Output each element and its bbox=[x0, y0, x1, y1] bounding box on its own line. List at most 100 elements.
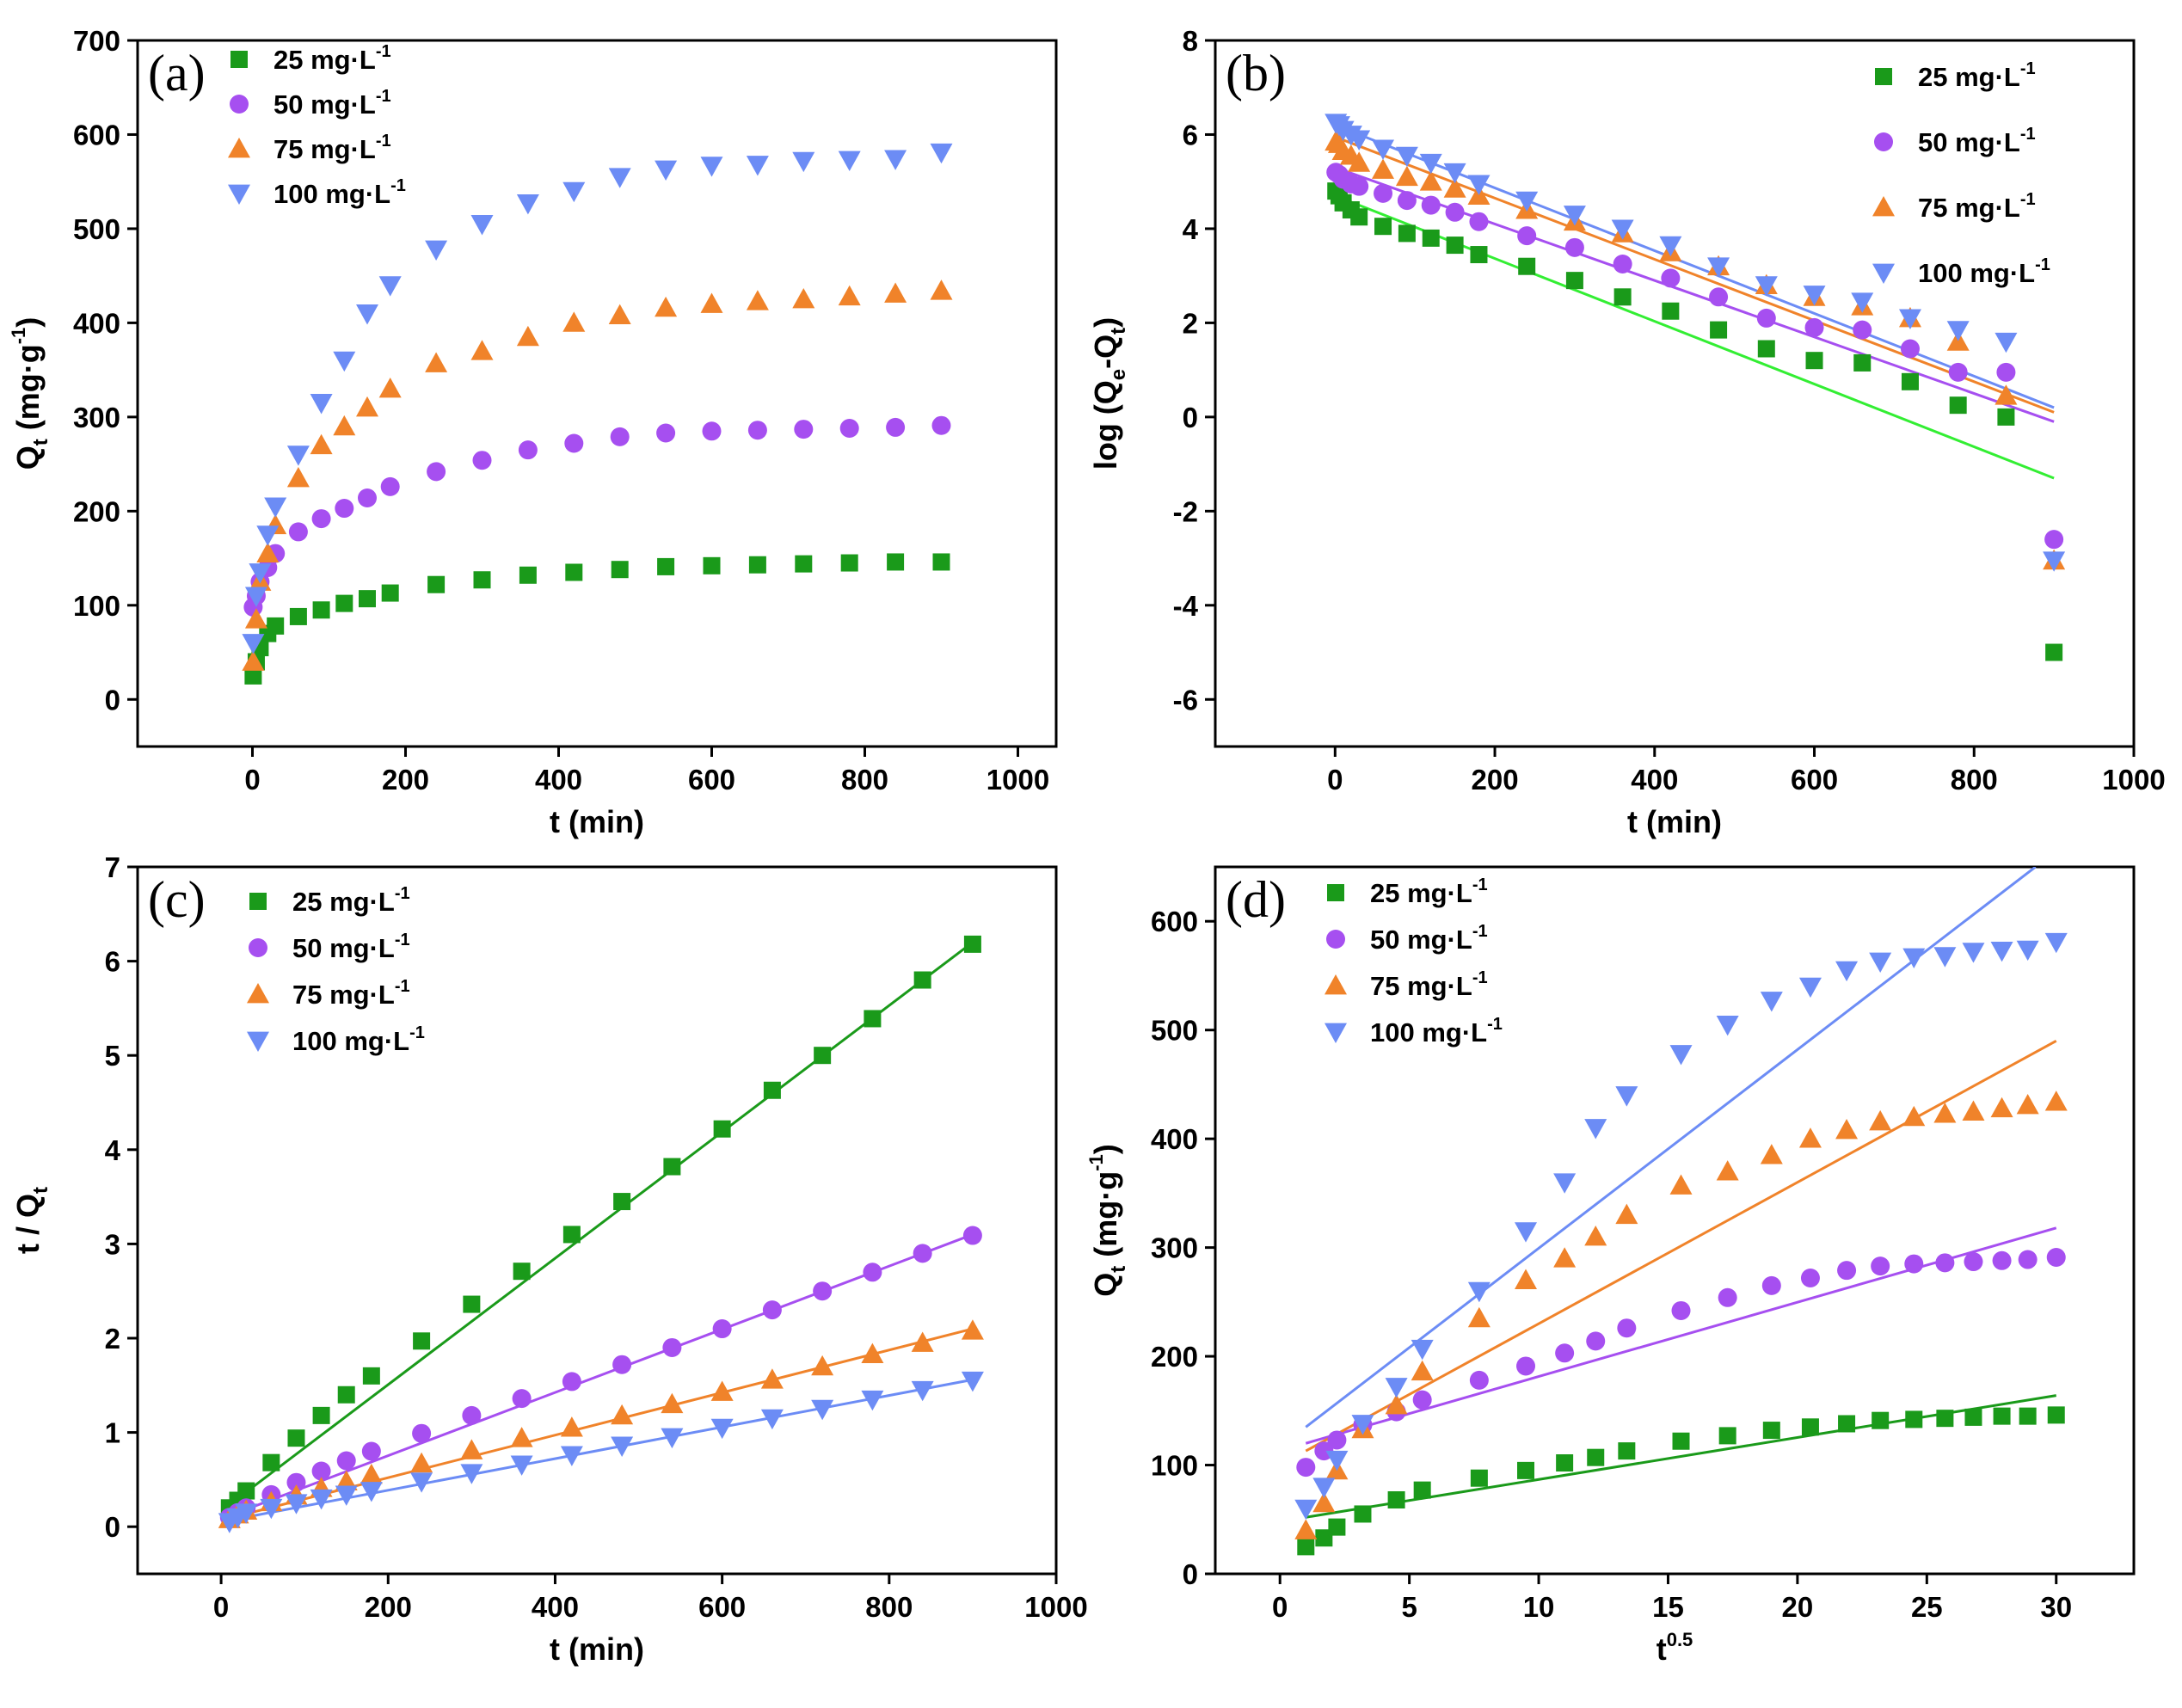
data-point-75 bbox=[1395, 165, 1418, 187]
data-point-100 bbox=[760, 1409, 784, 1430]
x-axis-label: t (min) bbox=[550, 1631, 644, 1667]
data-point-25 bbox=[2047, 1406, 2065, 1424]
data-point-50 bbox=[1469, 212, 1489, 231]
y-tick-label: 100 bbox=[73, 590, 120, 622]
data-point-75 bbox=[560, 1416, 583, 1437]
y-tick-label: -4 bbox=[1173, 590, 1199, 622]
legend-entry-25: 25 mg·L-1 bbox=[230, 42, 391, 75]
legend-marker bbox=[1875, 68, 1892, 85]
data-point-50 bbox=[1397, 191, 1417, 211]
x-tick-label: 200 bbox=[382, 764, 429, 796]
data-point-25 bbox=[1949, 396, 1967, 415]
data-point-100 bbox=[1933, 947, 1957, 968]
data-point-100 bbox=[249, 563, 272, 584]
data-point-50 bbox=[1445, 202, 1465, 222]
legend-label: 100 mg·L-1 bbox=[1918, 255, 2050, 288]
data-point-25 bbox=[963, 935, 981, 953]
data-point-100 bbox=[285, 1494, 308, 1514]
data-point-100 bbox=[1835, 961, 1859, 982]
data-point-50 bbox=[962, 1226, 982, 1245]
data-point-25 bbox=[473, 571, 491, 589]
data-point-75 bbox=[1419, 170, 1442, 191]
x-tick-label: 200 bbox=[365, 1591, 412, 1623]
data-point-75 bbox=[1553, 1247, 1577, 1268]
data-point-100 bbox=[1395, 146, 1418, 168]
x-tick-label: 600 bbox=[688, 764, 735, 796]
data-point-75 bbox=[2044, 1091, 2068, 1111]
data-point-100 bbox=[884, 150, 907, 170]
data-point-75 bbox=[1515, 1269, 1538, 1289]
data-point-25 bbox=[335, 594, 353, 612]
data-point-50 bbox=[1671, 1300, 1691, 1320]
legend-label: 50 mg·L-1 bbox=[1370, 922, 1488, 955]
data-point-25 bbox=[814, 1047, 832, 1065]
legend-entry-50: 50 mg·L-1 bbox=[230, 87, 391, 120]
data-point-25 bbox=[611, 561, 629, 579]
data-point-25 bbox=[262, 1453, 280, 1471]
data-point-50 bbox=[1613, 254, 1632, 273]
data-point-25 bbox=[1838, 1415, 1856, 1433]
fit-line-100 bbox=[224, 1378, 974, 1523]
data-point-25 bbox=[1853, 353, 1872, 372]
data-point-25 bbox=[748, 556, 766, 574]
data-point-100 bbox=[242, 634, 265, 654]
data-point-75 bbox=[661, 1392, 684, 1414]
data-point-100 bbox=[1798, 977, 1822, 998]
data-point-100 bbox=[425, 240, 448, 261]
data-point-75 bbox=[460, 1439, 483, 1459]
data-point-25 bbox=[1757, 340, 1775, 358]
data-point-100 bbox=[1385, 1378, 1408, 1398]
data-point-75 bbox=[1411, 1360, 1434, 1381]
data-point-25 bbox=[1672, 1432, 1690, 1450]
data-point-75 bbox=[410, 1452, 433, 1473]
data-point-50 bbox=[712, 1319, 732, 1339]
data-point-25 bbox=[312, 601, 330, 619]
legend-marker bbox=[1874, 132, 1893, 151]
data-point-50 bbox=[863, 1263, 882, 1282]
data-point-100 bbox=[861, 1390, 884, 1411]
data-point-75 bbox=[1372, 158, 1395, 179]
x-tick-label: 30 bbox=[2040, 1591, 2072, 1623]
data-point-75 bbox=[1760, 1144, 1783, 1164]
x-tick-label: 5 bbox=[1401, 1591, 1417, 1623]
data-point-50 bbox=[311, 509, 331, 529]
data-point-50 bbox=[1469, 1370, 1489, 1390]
data-point-50 bbox=[427, 462, 446, 482]
legend-entry-100: 100 mg·L-1 bbox=[1872, 255, 2050, 288]
data-point-25 bbox=[359, 590, 376, 608]
data-point-25 bbox=[1618, 1442, 1636, 1460]
legend-marker bbox=[247, 983, 269, 1004]
data-point-75 bbox=[244, 608, 267, 629]
data-point-25 bbox=[1872, 1411, 1890, 1429]
data-point-50 bbox=[286, 1472, 306, 1492]
plot-frame bbox=[136, 39, 1058, 748]
data-point-25 bbox=[1710, 321, 1728, 339]
x-tick-label: 1000 bbox=[1024, 1591, 1087, 1623]
data-point-100 bbox=[1946, 321, 1970, 341]
data-point-25 bbox=[1556, 1454, 1574, 1472]
legend-label: 100 mg·L-1 bbox=[292, 1023, 425, 1056]
data-point-25 bbox=[362, 1367, 380, 1385]
data-point-100 bbox=[792, 151, 815, 173]
data-point-50 bbox=[1900, 339, 1920, 359]
data-point-50 bbox=[931, 415, 951, 435]
data-point-100 bbox=[1669, 1045, 1693, 1066]
data-point-25 bbox=[1901, 372, 1919, 390]
legend-entry-75: 75 mg·L-1 bbox=[247, 977, 410, 1010]
chart-panel-c: 0 200 400 600 800 1000 0 1 2 3 4 5 6 7 t (min) t / Qt (c… bbox=[10, 851, 1088, 1667]
y-tick-label: 0 bbox=[105, 1511, 120, 1543]
data-point-25 bbox=[463, 1295, 481, 1313]
x-tick-label: 400 bbox=[532, 1591, 579, 1623]
data-point-100 bbox=[1372, 139, 1395, 160]
data-point-75 bbox=[861, 1342, 884, 1364]
data-point-100 bbox=[1990, 941, 2013, 962]
data-point-50 bbox=[1412, 1390, 1432, 1410]
legend-label: 50 mg·L-1 bbox=[292, 931, 410, 963]
y-tick-label: 400 bbox=[73, 307, 120, 339]
x-axis-label: t0.5 bbox=[1656, 1629, 1693, 1667]
data-point-75 bbox=[1348, 151, 1371, 172]
x-tick-label: 600 bbox=[698, 1591, 746, 1623]
data-point-25 bbox=[1374, 218, 1392, 236]
data-point-100 bbox=[1611, 219, 1634, 240]
data-point-25 bbox=[244, 667, 262, 685]
